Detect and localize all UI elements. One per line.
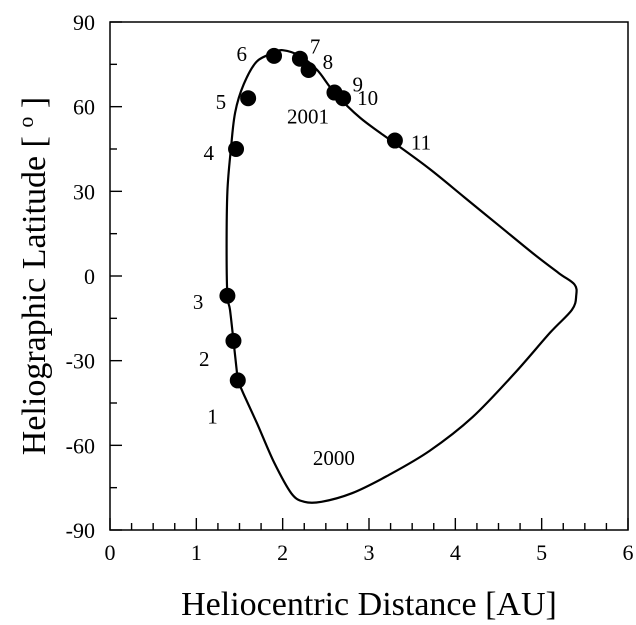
axis-ticks xyxy=(109,21,629,531)
x-tick-label: 1 xyxy=(191,540,202,565)
x-axis-title: Heliocentric Distance [AU] xyxy=(181,586,557,623)
annotations: 2001 2000 xyxy=(287,105,355,470)
orbit-point-6 xyxy=(266,47,283,64)
orbit-point-10 xyxy=(335,90,352,107)
y-tick-label: -60 xyxy=(66,433,95,458)
x-tick-label: 2 xyxy=(277,540,288,565)
y-tick-label: 90 xyxy=(73,10,95,35)
y-axis-title-end: ] xyxy=(16,97,53,117)
y-tick-label: 0 xyxy=(84,264,95,289)
orbit-point-label-5: 5 xyxy=(216,90,227,114)
y-tick-label: 60 xyxy=(73,95,95,120)
x-tick-label: 3 xyxy=(364,540,375,565)
orbit-point-5 xyxy=(240,90,257,107)
orbit-curve xyxy=(225,49,578,504)
orbit-point-7 xyxy=(291,50,308,67)
orbit-point-2 xyxy=(225,332,242,349)
x-tick-label: 4 xyxy=(450,540,461,565)
x-tick-label: 6 xyxy=(623,540,634,565)
orbit-point-11 xyxy=(386,132,403,149)
orbit-point-8 xyxy=(300,61,317,78)
y-tick-label: -30 xyxy=(66,349,95,374)
orbit-point-label-6: 6 xyxy=(237,42,248,66)
orbit-point-label-2: 2 xyxy=(199,347,210,371)
y-axis-title: Heliographic Latitude [ o ] xyxy=(13,97,53,455)
orbit-point-label-9: 9 xyxy=(352,73,363,97)
orbit-point-label-8: 8 xyxy=(323,50,334,74)
orbit-point-label-3: 3 xyxy=(193,290,204,314)
orbit-point-1 xyxy=(229,372,246,389)
orbit-point-label-11: 11 xyxy=(411,131,431,155)
orbit-point-label-1: 1 xyxy=(207,404,218,428)
x-tick-label: 0 xyxy=(105,540,116,565)
orbit-point-label-4: 4 xyxy=(204,141,215,165)
y-axis-title-main: Heliographic Latitude [ xyxy=(16,128,53,456)
x-tick-label: 5 xyxy=(536,540,547,565)
y-axis-title-sup: o xyxy=(13,117,38,128)
orbit-point-4 xyxy=(228,141,245,157)
orbit-point-label-10: 10 xyxy=(357,86,378,110)
y-tick-label: 30 xyxy=(73,179,95,204)
orbit-point-3 xyxy=(219,287,236,304)
year-annotation: 2001 xyxy=(287,105,329,129)
y-tick-label: -90 xyxy=(66,518,95,543)
orbit-point-label-7: 7 xyxy=(310,35,321,59)
year-annotation: 2000 xyxy=(313,446,355,470)
